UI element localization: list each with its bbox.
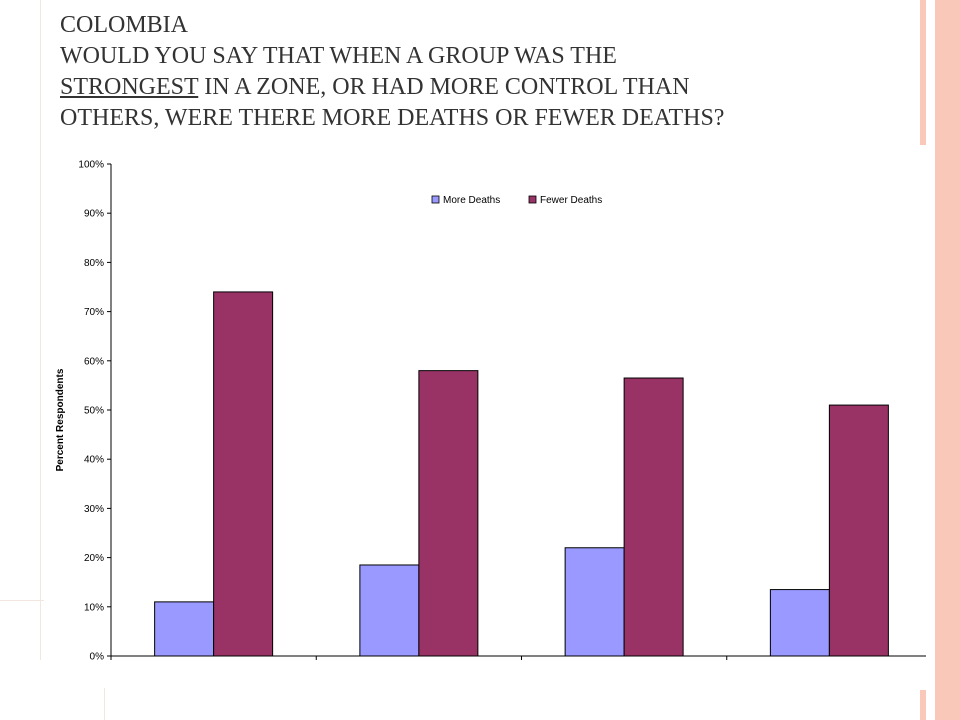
bar-more-deaths bbox=[359, 564, 420, 657]
y-tick-label: 90% bbox=[84, 209, 104, 220]
right-border-stripe-wide bbox=[935, 0, 960, 720]
title-line-2: WOULD YOU SAY THAT WHEN A GROUP WAS THE bbox=[60, 43, 617, 69]
legend: More Deaths Fewer Deaths bbox=[431, 195, 602, 206]
title-underlined-word: STRONGEST bbox=[60, 74, 199, 100]
bar-more-deaths bbox=[564, 547, 625, 657]
legend-swatch bbox=[431, 195, 440, 204]
y-tick-label: 70% bbox=[84, 307, 104, 318]
chart-area: 0% 10% 20% 30% 40% 50% 60% 70% 80% 90% 100% CPIPIF… bbox=[44, 150, 933, 678]
title-line-1: COLOMBIA bbox=[60, 12, 189, 38]
y-tick-label: 10% bbox=[84, 602, 104, 613]
y-axis-label: Percent Respondents bbox=[55, 368, 66, 471]
bars bbox=[154, 291, 889, 657]
y-tick-label: 30% bbox=[84, 504, 104, 515]
bar-fewer-deaths bbox=[418, 370, 479, 657]
x-axis: CPIPIFARCIELN bbox=[110, 655, 933, 678]
y-tick-label: 60% bbox=[84, 356, 104, 367]
left-border-line bbox=[40, 0, 41, 660]
legend-swatch bbox=[528, 195, 537, 204]
bar-fewer-deaths bbox=[213, 291, 274, 657]
y-tick-label: 50% bbox=[84, 406, 104, 417]
bar-more-deaths bbox=[154, 601, 215, 657]
bar-fewer-deaths bbox=[828, 404, 889, 657]
bar-more-deaths bbox=[769, 589, 830, 657]
left-border-tick bbox=[0, 600, 44, 601]
right-border-stripe-thin bbox=[920, 0, 926, 145]
legend-label: Fewer Deaths bbox=[540, 195, 602, 206]
y-tick-label: 100% bbox=[78, 160, 104, 171]
y-tick-label: 20% bbox=[84, 553, 104, 564]
right-border-stripe-thin-lower bbox=[920, 690, 926, 720]
bar-fewer-deaths bbox=[623, 377, 684, 657]
legend-label: More Deaths bbox=[443, 195, 500, 206]
y-tick-label: 40% bbox=[84, 455, 104, 466]
y-tick-label: 80% bbox=[84, 258, 104, 269]
y-axis: 0% 10% 20% 30% 40% 50% 60% 70% 80% 90% 100% bbox=[78, 160, 112, 663]
title-line-3-rest: IN A ZONE, OR HAD MORE CONTROL THAN bbox=[198, 74, 690, 100]
bottom-border-line bbox=[104, 688, 105, 720]
y-tick-label: 0% bbox=[90, 652, 105, 661]
bar-chart: 0% 10% 20% 30% 40% 50% 60% 70% 80% 90% 100% CPIPIF… bbox=[55, 160, 933, 678]
title-line-4: OTHERS, WERE THERE MORE DEATHS OR FEWER … bbox=[60, 105, 725, 131]
slide-title: COLOMBIA WOULD YOU SAY THAT WHEN A GROUP… bbox=[60, 10, 920, 134]
